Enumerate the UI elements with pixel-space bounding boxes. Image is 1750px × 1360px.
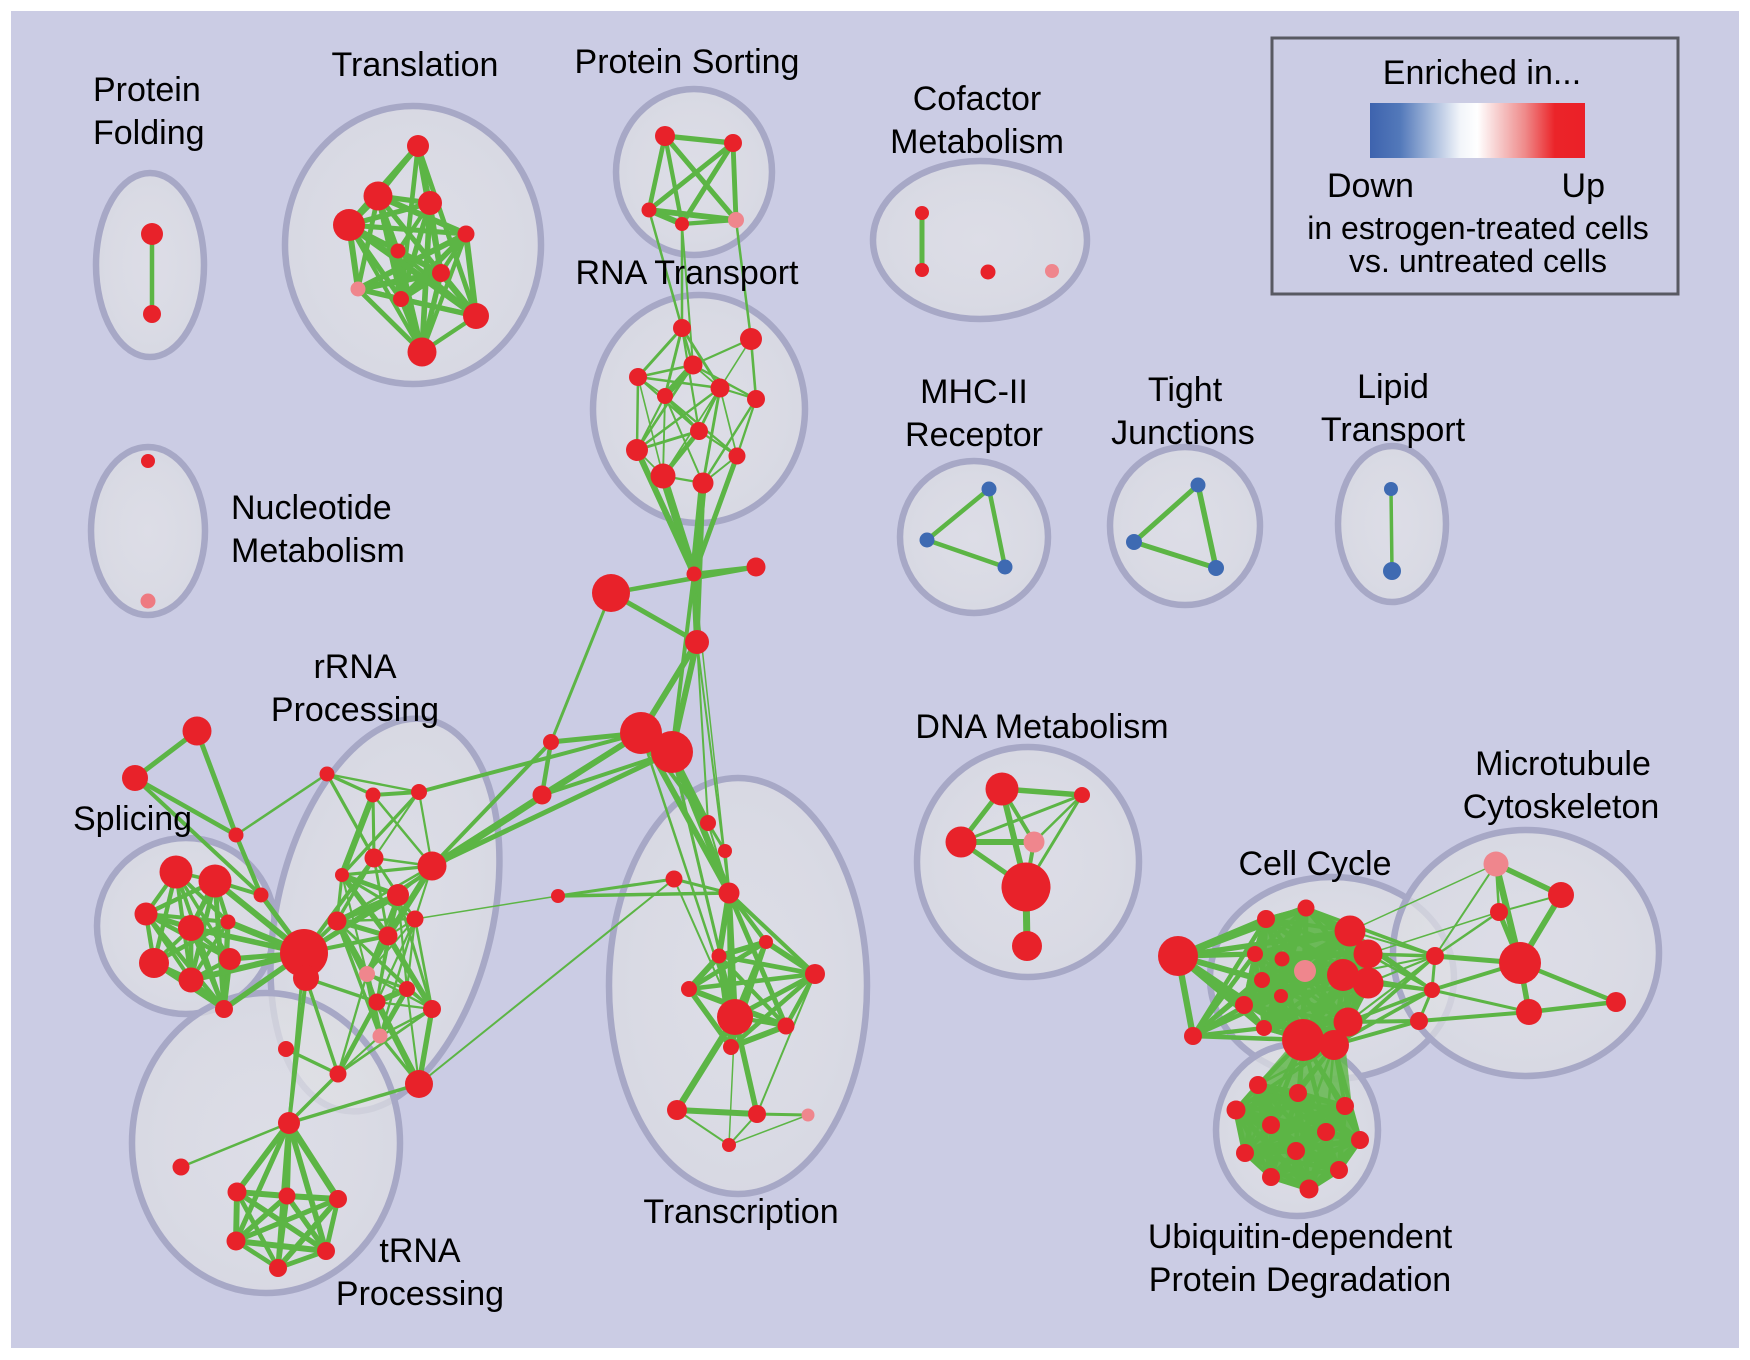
svg-text:Cofactor: Cofactor (913, 80, 1042, 118)
svg-text:Down: Down (1327, 167, 1414, 205)
svg-text:Metabolism: Metabolism (890, 123, 1064, 161)
svg-text:Nucleotide: Nucleotide (231, 489, 392, 527)
svg-text:Receptor: Receptor (905, 416, 1043, 454)
svg-text:Junctions: Junctions (1111, 414, 1255, 452)
svg-text:Cell Cycle: Cell Cycle (1238, 845, 1391, 883)
svg-text:Cytoskeleton: Cytoskeleton (1463, 788, 1660, 826)
svg-text:Protein Degradation: Protein Degradation (1149, 1261, 1451, 1299)
svg-text:Microtubule: Microtubule (1475, 745, 1651, 783)
svg-text:Transport: Transport (1321, 411, 1466, 449)
svg-text:Protein: Protein (93, 71, 201, 109)
svg-text:DNA Metabolism: DNA Metabolism (915, 708, 1168, 746)
svg-text:Protein Sorting: Protein Sorting (575, 43, 800, 81)
svg-text:Metabolism: Metabolism (231, 532, 405, 570)
svg-text:Ubiquitin-dependent: Ubiquitin-dependent (1148, 1218, 1453, 1256)
svg-text:vs. untreated cells: vs. untreated cells (1349, 243, 1607, 279)
svg-text:Enriched in...: Enriched in... (1383, 54, 1581, 92)
svg-text:Processing: Processing (336, 1275, 504, 1313)
svg-text:Folding: Folding (93, 114, 205, 152)
svg-text:rRNA: rRNA (313, 648, 396, 686)
svg-text:in estrogen-treated cells: in estrogen-treated cells (1307, 210, 1649, 246)
svg-text:tRNA: tRNA (379, 1232, 461, 1270)
svg-text:Transcription: Transcription (643, 1193, 838, 1231)
svg-text:Lipid: Lipid (1357, 368, 1429, 406)
svg-text:Processing: Processing (271, 691, 439, 729)
svg-text:Up: Up (1562, 167, 1605, 205)
svg-text:Tight: Tight (1148, 371, 1223, 409)
svg-text:Translation: Translation (332, 46, 499, 84)
svg-text:RNA Transport: RNA Transport (576, 254, 800, 292)
svg-text:MHC-II: MHC-II (920, 373, 1028, 411)
svg-text:Splicing: Splicing (73, 800, 192, 838)
